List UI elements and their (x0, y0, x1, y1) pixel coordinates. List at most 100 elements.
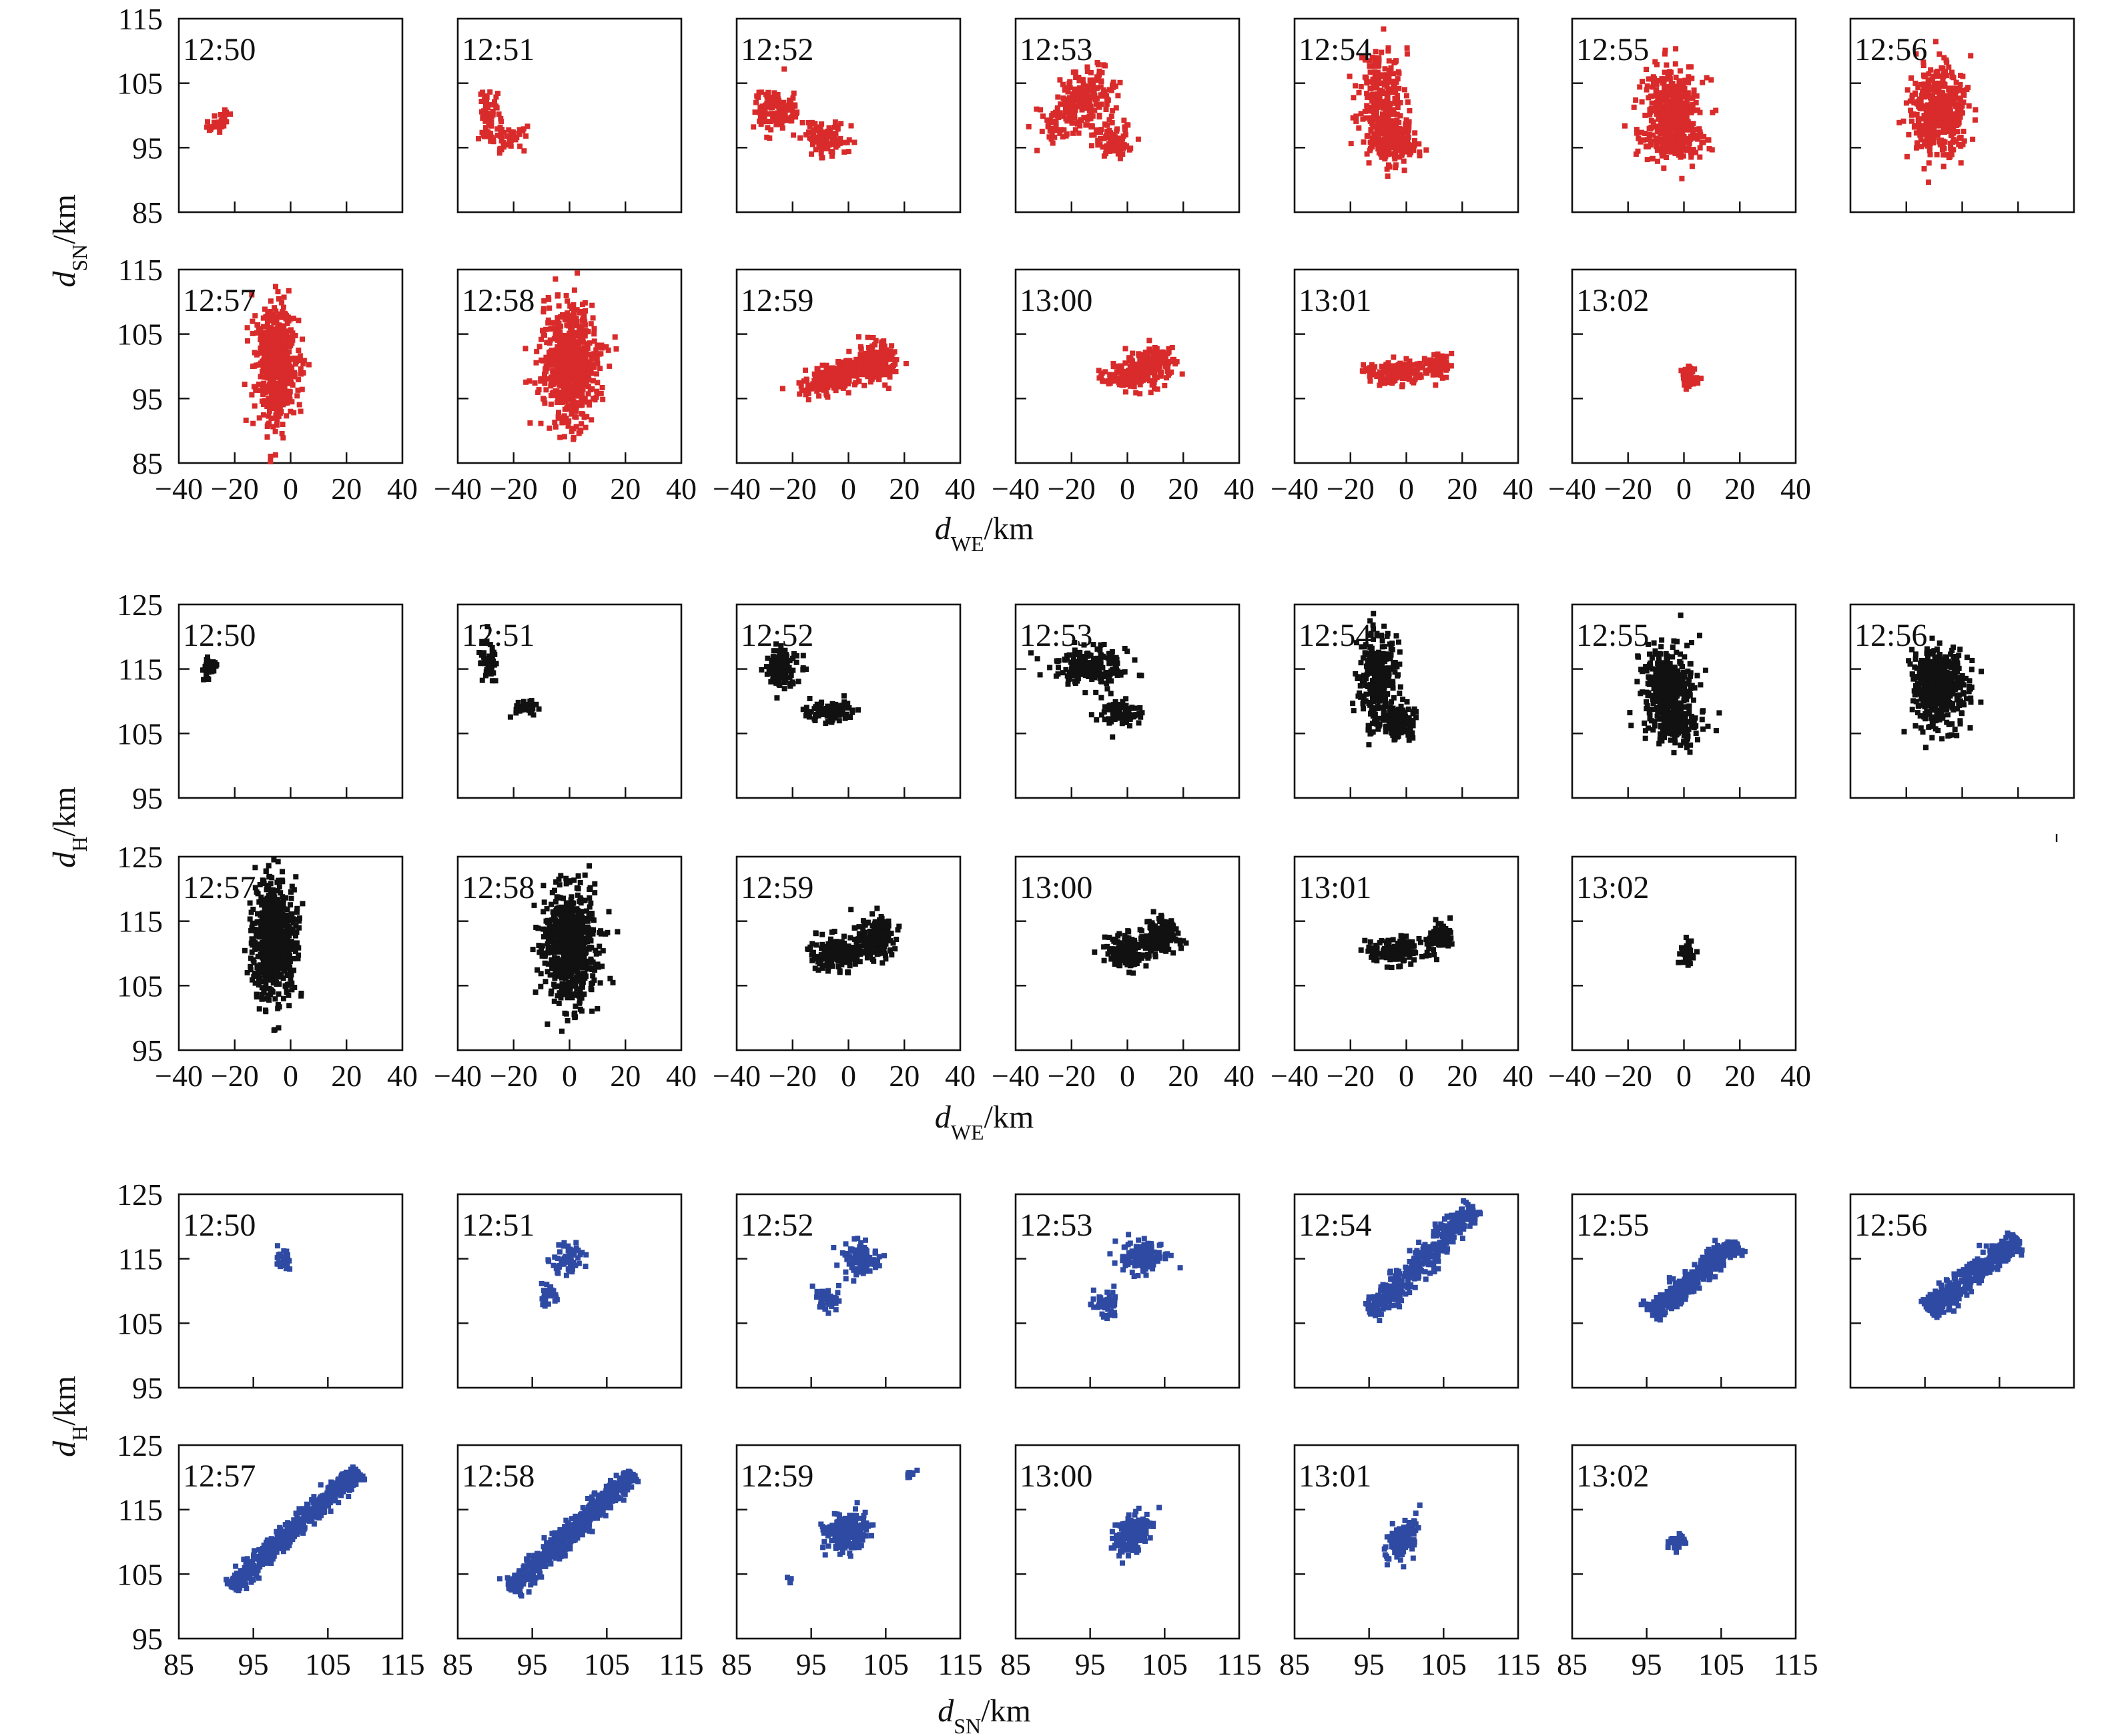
scatter-point (833, 372, 839, 378)
scatter-point (1122, 360, 1128, 366)
scatter-point (580, 318, 585, 324)
scatter-point (482, 93, 488, 99)
scatter-point (1926, 160, 1932, 166)
scatter-point (866, 358, 872, 364)
scatter-point (1932, 130, 1938, 136)
scatter-point (495, 91, 500, 96)
scatter-point (1379, 49, 1385, 55)
scatter-point (1112, 373, 1118, 379)
scatter-point (529, 701, 535, 707)
scatter-point (1121, 117, 1127, 123)
scatter-point (282, 351, 288, 357)
scatter-point (1134, 374, 1140, 380)
scatter-point (1058, 127, 1064, 133)
scatter-point (1152, 377, 1158, 382)
scatter-point (581, 345, 587, 351)
scatter-point (757, 118, 763, 124)
scatter-point (286, 349, 292, 355)
scatter-point (853, 368, 859, 374)
scatter-point (846, 348, 852, 354)
scatter-point (1055, 94, 1061, 100)
scatter-point (1672, 61, 1678, 67)
scatter-point (505, 133, 511, 139)
scatter-point (781, 686, 787, 692)
scatter-point (1921, 166, 1927, 171)
scatter-point (577, 380, 583, 386)
scatter-point (1391, 110, 1397, 116)
scatter-point (556, 320, 562, 326)
scatter-point (1120, 373, 1126, 379)
panel-frame (1293, 1193, 1519, 1389)
scatter-point (1382, 66, 1388, 72)
scatter-point (550, 368, 556, 374)
scatter-point (1396, 85, 1402, 91)
scatter-point (298, 371, 304, 377)
scatter-point (1348, 141, 1354, 147)
scatter-point (577, 330, 583, 336)
scatter-point (492, 99, 497, 105)
scatter-point (833, 388, 839, 394)
scatter-point (1381, 115, 1387, 121)
scatter-point (836, 364, 842, 370)
scatter-point (551, 326, 557, 332)
scatter-point (810, 381, 816, 387)
scatter-point (1665, 72, 1671, 78)
scatter-point (1086, 115, 1092, 121)
scatter-point (201, 677, 207, 683)
scatter-point (555, 414, 561, 420)
scatter-point (1676, 101, 1682, 107)
scatter-point (1961, 90, 1967, 96)
scatter-point (1087, 77, 1093, 83)
scatter-point (299, 386, 305, 392)
scatter-point (1937, 113, 1943, 119)
scatter-point (1383, 133, 1389, 139)
scatter-point (574, 307, 580, 313)
scatter-point (1681, 126, 1687, 132)
scatter-point (573, 378, 579, 384)
scatter-point (1095, 77, 1101, 83)
scatter-point (1951, 137, 1957, 143)
scatter-point (581, 330, 587, 336)
scatter-point (848, 123, 854, 129)
scatter-point (829, 365, 835, 371)
scatter-point (1391, 89, 1397, 95)
scatter-point (1367, 58, 1373, 64)
scatter-point (262, 390, 268, 396)
scatter-point (1084, 103, 1090, 109)
scatter-point (583, 359, 589, 365)
scatter-point (865, 345, 871, 350)
scatter-point (1054, 105, 1060, 111)
scatter-point (1401, 158, 1407, 164)
scatter-point (564, 312, 570, 318)
scatter-point (1673, 83, 1679, 89)
scatter-point (1132, 657, 1138, 663)
scatter-point (280, 324, 286, 330)
scatter-point (573, 408, 579, 414)
scatter-point (887, 374, 893, 380)
scatter-point (1686, 141, 1692, 147)
scatter-point (296, 377, 302, 382)
scatter-point (1098, 78, 1104, 84)
scatter-point (1674, 105, 1680, 111)
scatter-point (583, 356, 589, 362)
scatter-point (797, 391, 803, 397)
scatter-point (1123, 389, 1128, 395)
scatter-point (1064, 87, 1070, 93)
scatter-point (1949, 100, 1955, 106)
scatter-point (1073, 75, 1079, 80)
scatter-point (862, 368, 868, 374)
scatter-point (1697, 129, 1703, 135)
scatter-point (1914, 112, 1920, 117)
scatter-point (1372, 105, 1378, 111)
scatter-point (888, 368, 894, 374)
scatter-point (814, 388, 820, 394)
scatter-point (501, 129, 507, 135)
scatter-point (1097, 647, 1103, 653)
scatter-point (767, 103, 773, 109)
scatter-point (1375, 69, 1381, 75)
panel-frame (1293, 1444, 1519, 1640)
scatter-point (1654, 93, 1660, 99)
scatter-point (1947, 107, 1953, 113)
scatter-point (1646, 131, 1652, 137)
scatter-point (1117, 155, 1123, 161)
